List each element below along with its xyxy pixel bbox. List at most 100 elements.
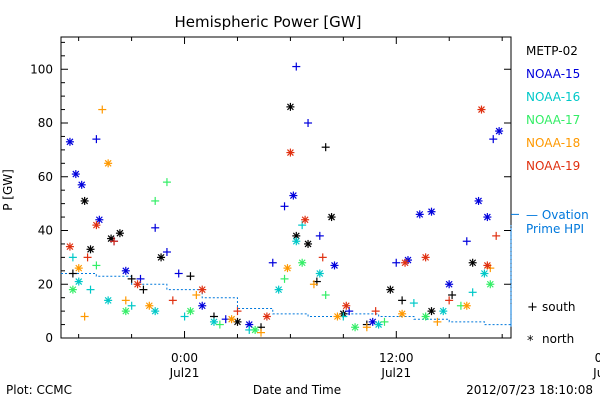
data-point (315, 269, 324, 278)
data-point (80, 196, 89, 205)
data-point (121, 307, 130, 316)
plot-frame (60, 36, 512, 339)
data-point (448, 291, 457, 299)
x-tick-date-label: Jul21 (169, 366, 200, 380)
data-point (292, 62, 301, 71)
data-point (483, 261, 492, 270)
data-point (115, 229, 124, 238)
data-point (398, 309, 407, 318)
data-point (304, 119, 313, 127)
x-tick-time-label: 0:00 (171, 351, 198, 365)
data-point (292, 237, 301, 246)
data-point (462, 237, 471, 246)
data-point (427, 207, 436, 216)
data-point (362, 323, 371, 332)
data-point (233, 307, 242, 316)
data-point (121, 296, 130, 305)
data-point (180, 312, 189, 321)
x-tick-time-label: 12:00 (379, 351, 414, 365)
legend-entry-metp-02: METP-02 (526, 44, 578, 58)
x-tick-date-label: Jul22 (592, 366, 600, 380)
legend-entry-noaa-19: NOAA-19 (526, 159, 580, 173)
data-point (157, 253, 166, 262)
data-point (492, 231, 501, 240)
data-point (483, 213, 492, 222)
timestamp: 2012/07/23 18:10:08 (466, 383, 593, 397)
data-point (280, 274, 289, 283)
data-point (209, 317, 218, 326)
data-point (251, 325, 260, 334)
data-point (351, 323, 360, 332)
data-point (468, 288, 477, 297)
data-point (309, 280, 318, 289)
data-point (68, 269, 77, 278)
data-point (139, 285, 148, 294)
data-point (321, 291, 330, 299)
data-point (151, 307, 160, 316)
data-point (333, 312, 342, 321)
data-point (86, 245, 95, 254)
data-points (65, 62, 504, 337)
data-point (68, 285, 77, 294)
y-tick-label: 100 (30, 62, 53, 76)
x-axis: 0:00Jul2112:00Jul210:00Jul2212:00Jul220:… (78, 37, 600, 380)
data-point (127, 301, 136, 310)
data-point (342, 301, 351, 310)
legend-entry-noaa-18: NOAA-18 (526, 136, 580, 150)
data-point (477, 105, 486, 114)
data-point (121, 266, 130, 275)
y-tick-label: 40 (38, 224, 53, 238)
data-point (168, 296, 177, 305)
data-point (77, 180, 86, 189)
data-point (421, 312, 430, 321)
y-tick-label: 20 (38, 277, 53, 291)
data-point (327, 213, 336, 222)
data-point (286, 148, 295, 157)
legend-entry-noaa-17: NOAA-17 (526, 113, 580, 127)
data-point (92, 221, 101, 230)
data-point (315, 231, 324, 240)
data-point (433, 317, 442, 326)
data-point (427, 307, 436, 316)
data-point (65, 242, 74, 251)
data-point (445, 296, 454, 305)
data-point (186, 272, 195, 281)
y-tick-label: 80 (38, 116, 53, 130)
legend: METP-02 NOAA-15 NOAA-16 NOAA-17 NOAA-18 … (526, 44, 589, 349)
data-point (298, 258, 307, 267)
data-point (257, 328, 266, 337)
data-point (374, 320, 383, 329)
data-point (98, 105, 107, 114)
data-point (330, 261, 339, 270)
y-axis: 0 20 40 60 80 100 (30, 41, 511, 345)
data-point (80, 312, 89, 321)
data-point (92, 135, 101, 144)
data-point (274, 285, 283, 294)
data-point (392, 258, 401, 267)
data-point (304, 239, 313, 248)
legend-marker-north-symbol: * (527, 334, 534, 349)
data-point (215, 320, 224, 329)
data-point (233, 317, 242, 326)
data-point (92, 261, 101, 270)
data-point (162, 178, 171, 187)
data-point (445, 280, 454, 289)
data-point (74, 264, 83, 273)
legend-entry-prime-hpi: Prime HPI (526, 222, 584, 236)
data-point (104, 296, 113, 305)
data-point (198, 285, 207, 294)
y-tick-label: 0 (45, 331, 53, 345)
ovation-prime-hpi-line (61, 225, 512, 328)
plot-source: Plot: CCMC (6, 383, 72, 397)
data-point (371, 307, 380, 316)
data-point (65, 137, 74, 146)
data-point (151, 223, 160, 232)
data-point (286, 102, 295, 111)
data-point (415, 210, 424, 219)
data-point (262, 312, 271, 321)
x-axis-label: Date and Time (253, 383, 341, 397)
data-point (133, 280, 142, 289)
data-point (151, 196, 160, 205)
data-point (380, 317, 389, 326)
